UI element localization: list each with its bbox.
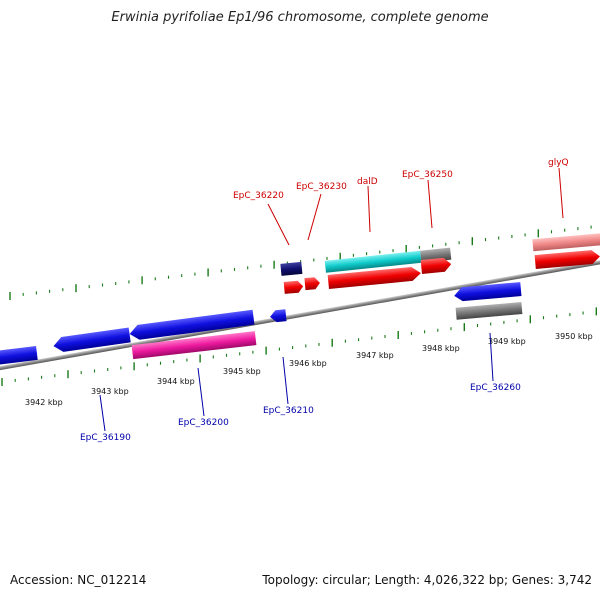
label-leader-lines (99, 167, 564, 432)
gene-label-epc36210[interactable]: EpC_36210 (263, 406, 314, 416)
accession-text: Accession: NC_012214 (10, 573, 147, 587)
gene-arrow-epc36200-blue[interactable] (129, 309, 255, 341)
kbp-label-3947: 3947 kbp (356, 351, 394, 360)
forward-genes (280, 233, 600, 294)
gene-block-epc36200-pink[interactable] (131, 331, 257, 360)
gene-arrow-glyq[interactable] (534, 249, 600, 270)
gene-label-epc36190[interactable]: EpC_36190 (80, 433, 131, 443)
kbp-label-3950: 3950 kbp (555, 332, 593, 341)
kbp-label-3944: 3944 kbp (157, 377, 195, 386)
gene-block-navy[interactable] (280, 261, 303, 276)
gene-block-cyan[interactable] (324, 250, 422, 273)
gene-arrow-epc36220[interactable] (283, 280, 304, 294)
scale-ticks (1, 225, 597, 386)
gene-label-glyq[interactable]: glyQ (548, 158, 569, 168)
kbp-label-3946: 3946 kbp (289, 359, 327, 368)
gene-label-epc36200[interactable]: EpC_36200 (178, 418, 229, 428)
gene-arrow-epc36260[interactable] (454, 282, 522, 302)
reverse-genes (0, 282, 523, 366)
gene-arrow-epc36190[interactable] (52, 327, 131, 354)
kbp-label-3945: 3945 kbp (223, 367, 261, 376)
kbp-label-3949: 3949 kbp (488, 337, 526, 346)
gene-arrow-epc36250[interactable] (420, 257, 452, 274)
gene-block-gray-lower[interactable] (455, 302, 523, 320)
genome-summary-text: Topology: circular; Length: 4,026,322 bp… (262, 573, 592, 587)
gene-label-epc36250[interactable]: EpC_36250 (402, 170, 453, 180)
gene-label-dald[interactable]: dalD (357, 177, 378, 187)
genome-backbone (0, 250, 600, 380)
gene-label-epc36260[interactable]: EpC_36260 (470, 383, 521, 393)
gene-arrow-dald[interactable] (327, 266, 422, 289)
map-title: Erwinia pyrifoliae Ep1/96 chromosome, co… (111, 10, 489, 25)
kbp-scale-labels: 3942 kbp 3943 kbp 3944 kbp 3945 kbp 3946… (25, 332, 593, 407)
gene-label-epc36230[interactable]: EpC_36230 (296, 182, 347, 192)
gene-block-salmon[interactable] (532, 233, 600, 252)
gene-arrow-epc36210[interactable] (269, 309, 287, 323)
gene-arrow-epc36230[interactable] (304, 277, 320, 291)
gene-arrow-left-partial[interactable] (0, 345, 38, 366)
gene-label-epc36220[interactable]: EpC_36220 (233, 191, 284, 201)
kbp-label-3943: 3943 kbp (91, 387, 129, 396)
kbp-label-3948: 3948 kbp (422, 344, 460, 353)
kbp-label-3942: 3942 kbp (25, 398, 63, 407)
